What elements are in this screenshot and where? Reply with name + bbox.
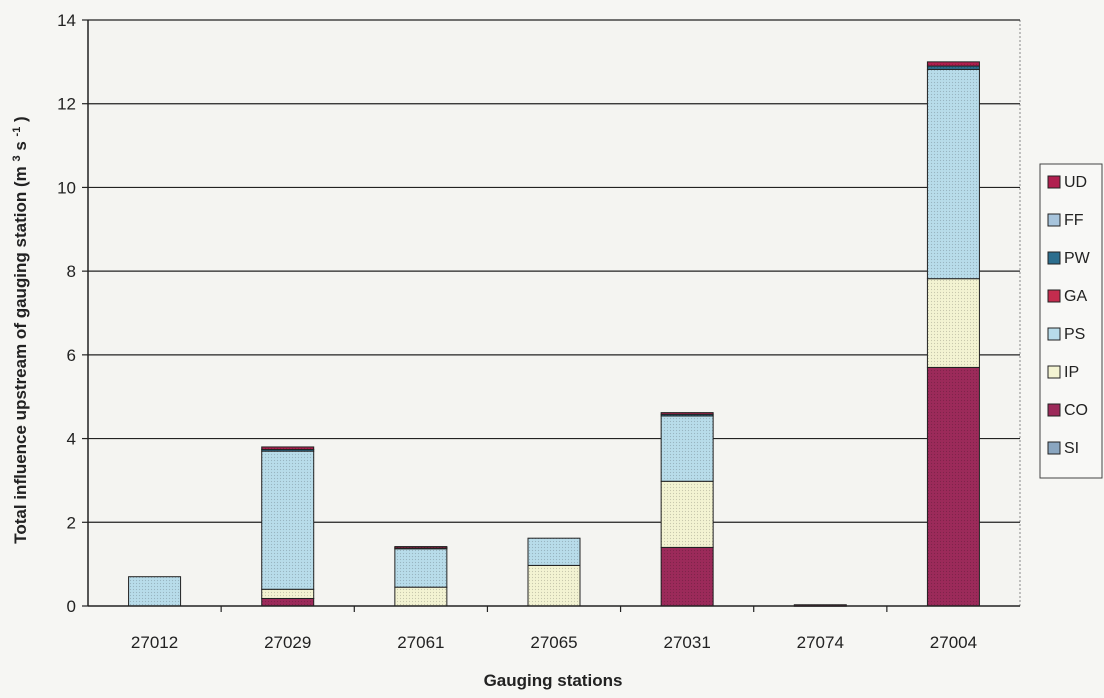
y-tick-label: 0 <box>67 597 76 616</box>
x-tick-label: 27074 <box>797 633 844 652</box>
legend-swatch <box>1047 213 1061 227</box>
y-axis-title: Total influence upstream of gauging stat… <box>5 116 30 543</box>
bar-segment-ud <box>660 412 714 415</box>
legend-item-ff: FF <box>1047 212 1084 229</box>
y-axis-title-sup2: -1 <box>11 127 23 137</box>
legend-swatch <box>1047 365 1061 379</box>
bar-segment-ip <box>926 278 980 368</box>
bar-segment-ip <box>261 588 315 599</box>
legend-label: GA <box>1064 288 1087 305</box>
legend-swatch <box>1047 441 1061 455</box>
y-axis-title-main: Total influence upstream of gauging stat… <box>11 166 30 543</box>
x-tick-label: 27004 <box>930 633 977 652</box>
bar-segment-ps <box>261 450 315 590</box>
legend-label: FF <box>1064 212 1084 229</box>
x-tick-label: 27031 <box>664 633 711 652</box>
legend: UD FF PW GA PS IP CO SI <box>1039 163 1103 479</box>
legend-item-ip: IP <box>1047 364 1079 381</box>
bar-segment-ip <box>394 586 448 607</box>
bar-segment-co <box>261 597 315 607</box>
x-tick-labels: 27012 27029 27061 27065 27031 27074 27004 <box>131 606 977 652</box>
legend-swatch <box>1047 403 1061 417</box>
bar-segment-co <box>926 366 980 607</box>
bar-segment-ud <box>394 546 448 549</box>
bar-segment-ip <box>527 564 581 607</box>
legend-label: IP <box>1064 364 1079 381</box>
legend-swatch <box>1047 327 1061 341</box>
y-tick-label: 14 <box>57 11 76 30</box>
bar-segment-ud <box>261 446 315 450</box>
x-tick-label: 27029 <box>264 633 311 652</box>
y-tick-label: 8 <box>67 262 76 281</box>
plot-area <box>87 19 1021 607</box>
x-tick-label: 27065 <box>530 633 577 652</box>
legend-label: PW <box>1064 250 1091 267</box>
y-tick-label: 6 <box>67 346 76 365</box>
bar-segment-ps <box>660 415 714 482</box>
y-tick-label: 4 <box>67 430 76 449</box>
y-tick-labels: 0 2 4 6 8 10 12 14 <box>57 11 76 616</box>
legend-label: CO <box>1064 402 1088 419</box>
legend-swatch <box>1047 289 1061 303</box>
y-axis-title-end: ) <box>11 116 30 122</box>
legend-item-ga: GA <box>1047 288 1087 305</box>
legend-item-ps: PS <box>1047 326 1085 343</box>
bar-segment-ps <box>394 547 448 588</box>
grid-lines <box>82 19 1020 607</box>
bar-segment-co <box>660 546 714 607</box>
bars <box>128 61 980 607</box>
legend-item-si: SI <box>1047 440 1079 457</box>
y-tick-label: 2 <box>67 513 76 532</box>
legend-swatch <box>1047 175 1061 189</box>
legend-item-co: CO <box>1047 402 1088 419</box>
y-axis-title-sup1: 3 <box>11 155 23 161</box>
y-tick-label: 10 <box>57 178 76 197</box>
bar-segment-pw <box>926 65 980 70</box>
x-tick-label: 27012 <box>131 633 178 652</box>
y-tick-label: 12 <box>57 95 76 114</box>
bar-segment-ps <box>926 68 980 280</box>
legend-label: UD <box>1064 174 1087 191</box>
bar-segment-ps <box>128 576 182 607</box>
legend-swatch <box>1047 251 1061 265</box>
x-tick-label: 27061 <box>397 633 444 652</box>
legend-item-pw: PW <box>1047 250 1091 267</box>
legend-label: PS <box>1064 326 1085 343</box>
bar-segment-ip <box>660 480 714 548</box>
legend-label: SI <box>1064 440 1079 457</box>
legend-item-ud: UD <box>1047 174 1087 191</box>
y-axis-title-mid: s <box>11 141 30 150</box>
bar-segment-ud <box>926 61 980 67</box>
bar-segment-ps <box>527 537 581 566</box>
x-axis-title: Gauging stations <box>484 671 623 690</box>
